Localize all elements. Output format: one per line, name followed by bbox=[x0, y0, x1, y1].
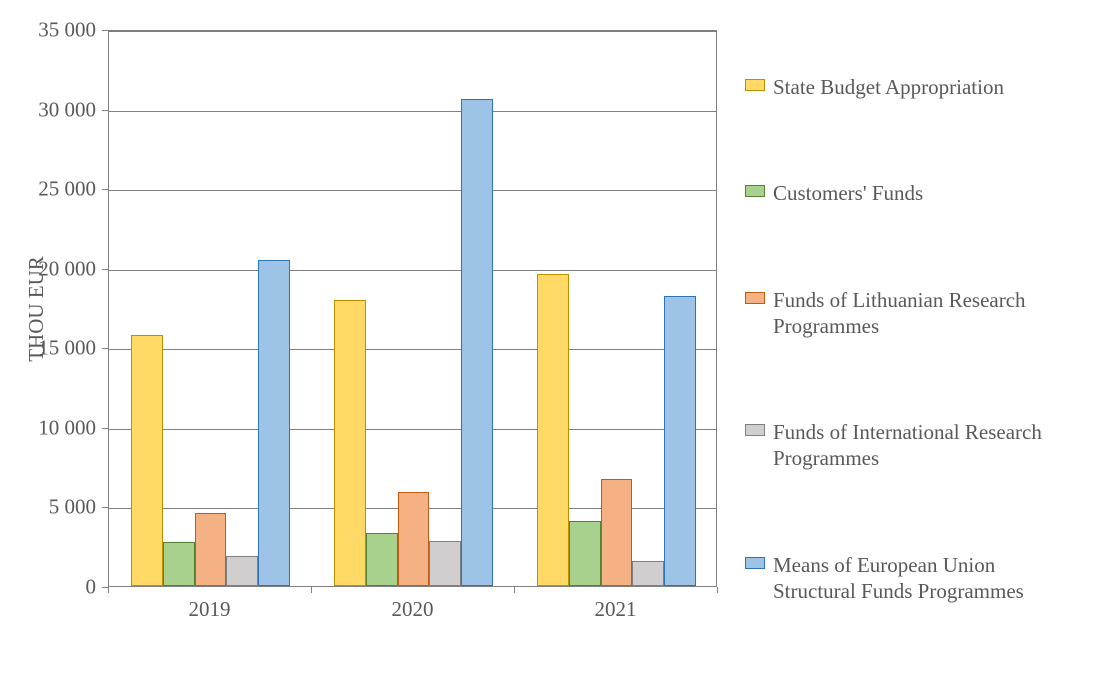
bar bbox=[258, 260, 290, 586]
bar bbox=[366, 533, 398, 586]
y-tick-label: 10 000 bbox=[0, 415, 96, 440]
plot-area bbox=[108, 30, 717, 587]
legend-swatch bbox=[745, 424, 765, 436]
legend-label: Funds of Lithuanian Research Programmes bbox=[773, 287, 1063, 340]
legend-swatch bbox=[745, 79, 765, 91]
y-tick-label: 20 000 bbox=[0, 256, 96, 281]
gridline bbox=[109, 111, 716, 112]
legend-label: Means of European Union Structural Funds… bbox=[773, 552, 1063, 605]
x-tick-label: 2019 bbox=[189, 597, 231, 622]
legend-label: State Budget Appropriation bbox=[773, 74, 1004, 100]
gridline bbox=[109, 270, 716, 271]
legend-label: Customers' Funds bbox=[773, 180, 923, 206]
x-tick-mark bbox=[108, 587, 109, 593]
y-tick-label: 25 000 bbox=[0, 177, 96, 202]
legend-item: Funds of Lithuanian Research Programmes bbox=[745, 287, 1065, 340]
x-tick-mark bbox=[514, 587, 515, 593]
x-tick-label: 2020 bbox=[392, 597, 434, 622]
legend-item: Funds of International Research Programm… bbox=[745, 419, 1065, 472]
legend-item: Means of European Union Structural Funds… bbox=[745, 552, 1065, 605]
y-tick-label: 35 000 bbox=[0, 18, 96, 43]
y-tick-mark bbox=[102, 189, 108, 190]
bar bbox=[226, 556, 258, 586]
y-tick-mark bbox=[102, 507, 108, 508]
y-tick-label: 30 000 bbox=[0, 97, 96, 122]
y-tick-mark bbox=[102, 269, 108, 270]
funding-bar-chart: THOU EUR State Budget AppropriationCusto… bbox=[0, 0, 1102, 691]
bar bbox=[664, 296, 696, 586]
gridline bbox=[109, 429, 716, 430]
bar bbox=[632, 561, 664, 586]
y-tick-mark bbox=[102, 30, 108, 31]
bar bbox=[334, 300, 366, 586]
x-tick-label: 2021 bbox=[595, 597, 637, 622]
legend-swatch bbox=[745, 557, 765, 569]
bar bbox=[537, 274, 569, 586]
bar bbox=[195, 513, 227, 586]
legend-label: Funds of International Research Programm… bbox=[773, 419, 1063, 472]
bar bbox=[429, 541, 461, 586]
y-tick-label: 0 bbox=[0, 575, 96, 600]
y-tick-mark bbox=[102, 348, 108, 349]
gridline bbox=[109, 349, 716, 350]
gridline bbox=[109, 31, 716, 32]
x-tick-mark bbox=[717, 587, 718, 593]
x-tick-mark bbox=[311, 587, 312, 593]
bar bbox=[398, 492, 430, 586]
legend: State Budget Appropriation Customers' Fun… bbox=[745, 74, 1065, 604]
y-tick-label: 5 000 bbox=[0, 495, 96, 520]
gridline bbox=[109, 190, 716, 191]
legend-swatch bbox=[745, 292, 765, 304]
y-tick-mark bbox=[102, 428, 108, 429]
legend-item: State Budget Appropriation bbox=[745, 74, 1065, 100]
bar bbox=[163, 542, 195, 586]
bar bbox=[601, 479, 633, 586]
bar bbox=[461, 99, 493, 586]
bar bbox=[569, 521, 601, 586]
bar bbox=[131, 335, 163, 586]
legend-swatch bbox=[745, 185, 765, 197]
y-tick-mark bbox=[102, 110, 108, 111]
legend-item: Customers' Funds bbox=[745, 180, 1065, 206]
y-tick-label: 15 000 bbox=[0, 336, 96, 361]
